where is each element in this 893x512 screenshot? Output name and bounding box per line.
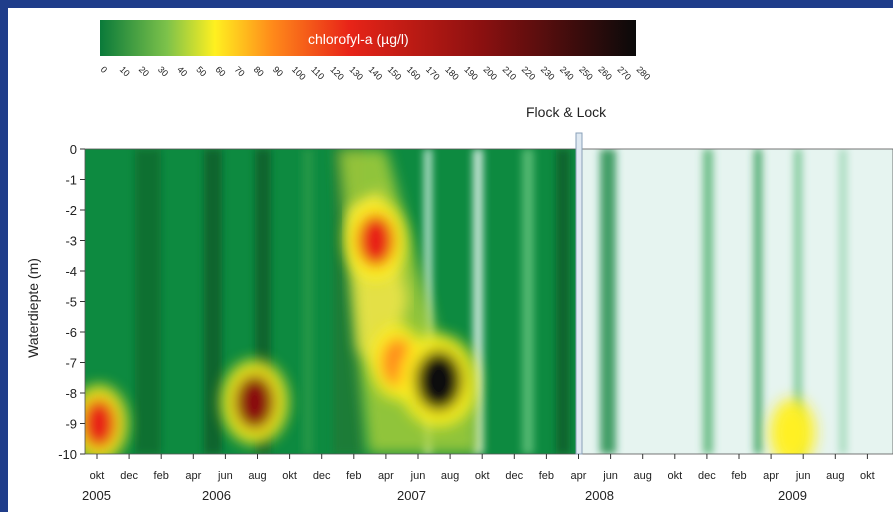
- colorbar-tick-label: 250: [577, 64, 595, 82]
- y-tick-label: -2: [65, 203, 77, 218]
- colorbar-tick-label: 280: [635, 64, 653, 82]
- colorbar-tick-label: 240: [558, 64, 576, 82]
- colorbar-tick-label: 110: [309, 64, 326, 81]
- post-texture-layer: [600, 149, 847, 454]
- colorbar-tick-label: 170: [424, 64, 442, 82]
- annotation-flock-lock: Flock & Lock: [526, 104, 607, 120]
- colorbar-tick-label: 50: [194, 64, 208, 78]
- colorbar-tick-label: 140: [367, 64, 385, 82]
- texture-stripe: [424, 149, 432, 454]
- hotspot-core: [778, 410, 807, 454]
- heatmap-chart: chlorofyl-a (µg/l) 0 10 20 30 40 50 60 70 80 90 10…: [25, 20, 893, 503]
- texture-stripe: [754, 149, 762, 454]
- x-tick-label: dec: [120, 470, 138, 482]
- x-tick-label: jun: [795, 470, 811, 482]
- texture-stripe: [204, 149, 222, 454]
- year-label: 2006: [202, 488, 231, 503]
- colorbar-tick-label: 120: [328, 64, 346, 82]
- colorbar-tick-label: 10: [118, 64, 132, 78]
- hotspot-core: [357, 214, 395, 267]
- colorbar-tick-label: 180: [443, 64, 461, 82]
- colorbar-tick-label: 70: [233, 64, 247, 78]
- y-tick-label: -7: [65, 356, 77, 371]
- colorbar-tick-label: 90: [271, 64, 285, 78]
- colorbar-tick-label: 130: [347, 64, 365, 82]
- x-tick-label: feb: [539, 470, 554, 482]
- x-tick-label: okt: [860, 470, 875, 482]
- x-tick-label: aug: [826, 470, 844, 482]
- colorbar-tick-label: 60: [213, 64, 227, 78]
- colorbar-tick-label: 210: [501, 64, 519, 82]
- x-tick-label: jun: [602, 470, 618, 482]
- texture-stripe: [303, 149, 313, 454]
- colorbar-tick-label: 40: [175, 64, 189, 78]
- hotspot-core: [234, 374, 275, 430]
- x-tick-label: jun: [217, 470, 233, 482]
- x-tick-label: feb: [346, 470, 361, 482]
- y-tick-label: -1: [65, 173, 77, 188]
- colorbar-tick-label: 150: [386, 64, 404, 82]
- hotspot-layer: [85, 200, 816, 454]
- colorbar-tick-label: 230: [539, 64, 557, 82]
- x-tick-label: aug: [441, 470, 459, 482]
- colorbar-tick-label: 160: [405, 64, 423, 82]
- colorbar: [100, 20, 636, 56]
- colorbar-tick-label: 30: [156, 64, 170, 78]
- y-axis-label: Waterdiepte (m): [25, 258, 41, 358]
- hotspot-core: [85, 398, 117, 449]
- colorbar-tick-label: 270: [615, 64, 633, 82]
- y-tick-label: 0: [70, 142, 77, 157]
- y-tick-label: -10: [58, 447, 77, 462]
- x-tick-label: dec: [505, 470, 523, 482]
- colorbar-tick-label: 220: [520, 64, 538, 82]
- colorbar-tick-label: 80: [252, 64, 266, 78]
- y-tick-label: -8: [65, 386, 77, 401]
- colorbar-tick-label: 200: [481, 64, 499, 82]
- x-tick-label: okt: [90, 470, 105, 482]
- colorbar-tick-label: 100: [290, 64, 308, 82]
- texture-stripe: [556, 149, 570, 454]
- flock-lock-marker: [575, 132, 583, 455]
- hotspot-core: [415, 350, 463, 411]
- texture-stripe: [703, 149, 713, 454]
- texture-stripe: [522, 149, 534, 454]
- year-label: 2008: [585, 488, 614, 503]
- x-tick-label: okt: [475, 470, 490, 482]
- texture-stripe: [473, 149, 483, 454]
- texture-stripe: [600, 149, 616, 454]
- colorbar-tick-label: 0: [99, 64, 110, 75]
- texture-layer: [135, 149, 570, 454]
- colorbar-tick-label: 190: [462, 64, 480, 82]
- x-tick-label: aug: [248, 470, 266, 482]
- y-tick-label: -3: [65, 234, 77, 249]
- x-tick-label: apr: [571, 470, 587, 482]
- x-tick-label: jun: [410, 470, 426, 482]
- y-tick-label: -6: [65, 325, 77, 340]
- y-tick-label: -4: [65, 264, 77, 279]
- x-tick-label: apr: [378, 470, 394, 482]
- x-tick-label: feb: [731, 470, 746, 482]
- colorbar-tick-label: 20: [137, 64, 151, 78]
- chart-frame: chlorofyl-a (µg/l) 0 10 20 30 40 50 60 70 80 90 10…: [8, 8, 893, 512]
- x-tick-label: okt: [667, 470, 682, 482]
- year-label: 2005: [82, 488, 111, 503]
- x-tick-label: dec: [698, 470, 716, 482]
- x-tick-label: okt: [282, 470, 297, 482]
- colorbar-tick-label: 260: [596, 64, 614, 82]
- y-tick-label: -5: [65, 295, 77, 310]
- colorbar-title: chlorofyl-a (µg/l): [308, 31, 409, 47]
- x-tick-label: apr: [185, 470, 201, 482]
- x-tick-label: feb: [154, 470, 169, 482]
- y-tick-label: -9: [65, 417, 77, 432]
- x-tick-label: apr: [763, 470, 779, 482]
- x-tick-label: dec: [313, 470, 331, 482]
- x-tick-label: aug: [634, 470, 652, 482]
- year-label: 2009: [778, 488, 807, 503]
- year-label: 2007: [397, 488, 426, 503]
- texture-stripe: [794, 149, 802, 454]
- texture-stripe: [839, 149, 847, 454]
- texture-stripe: [135, 149, 161, 454]
